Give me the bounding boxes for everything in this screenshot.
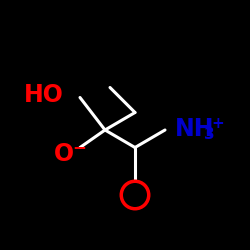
Circle shape xyxy=(121,181,149,209)
Text: 3: 3 xyxy=(204,127,214,142)
Text: −: − xyxy=(72,138,86,156)
Text: NH: NH xyxy=(175,117,214,141)
Text: HO: HO xyxy=(24,83,64,107)
Text: +: + xyxy=(211,116,224,131)
Text: O: O xyxy=(54,142,74,166)
